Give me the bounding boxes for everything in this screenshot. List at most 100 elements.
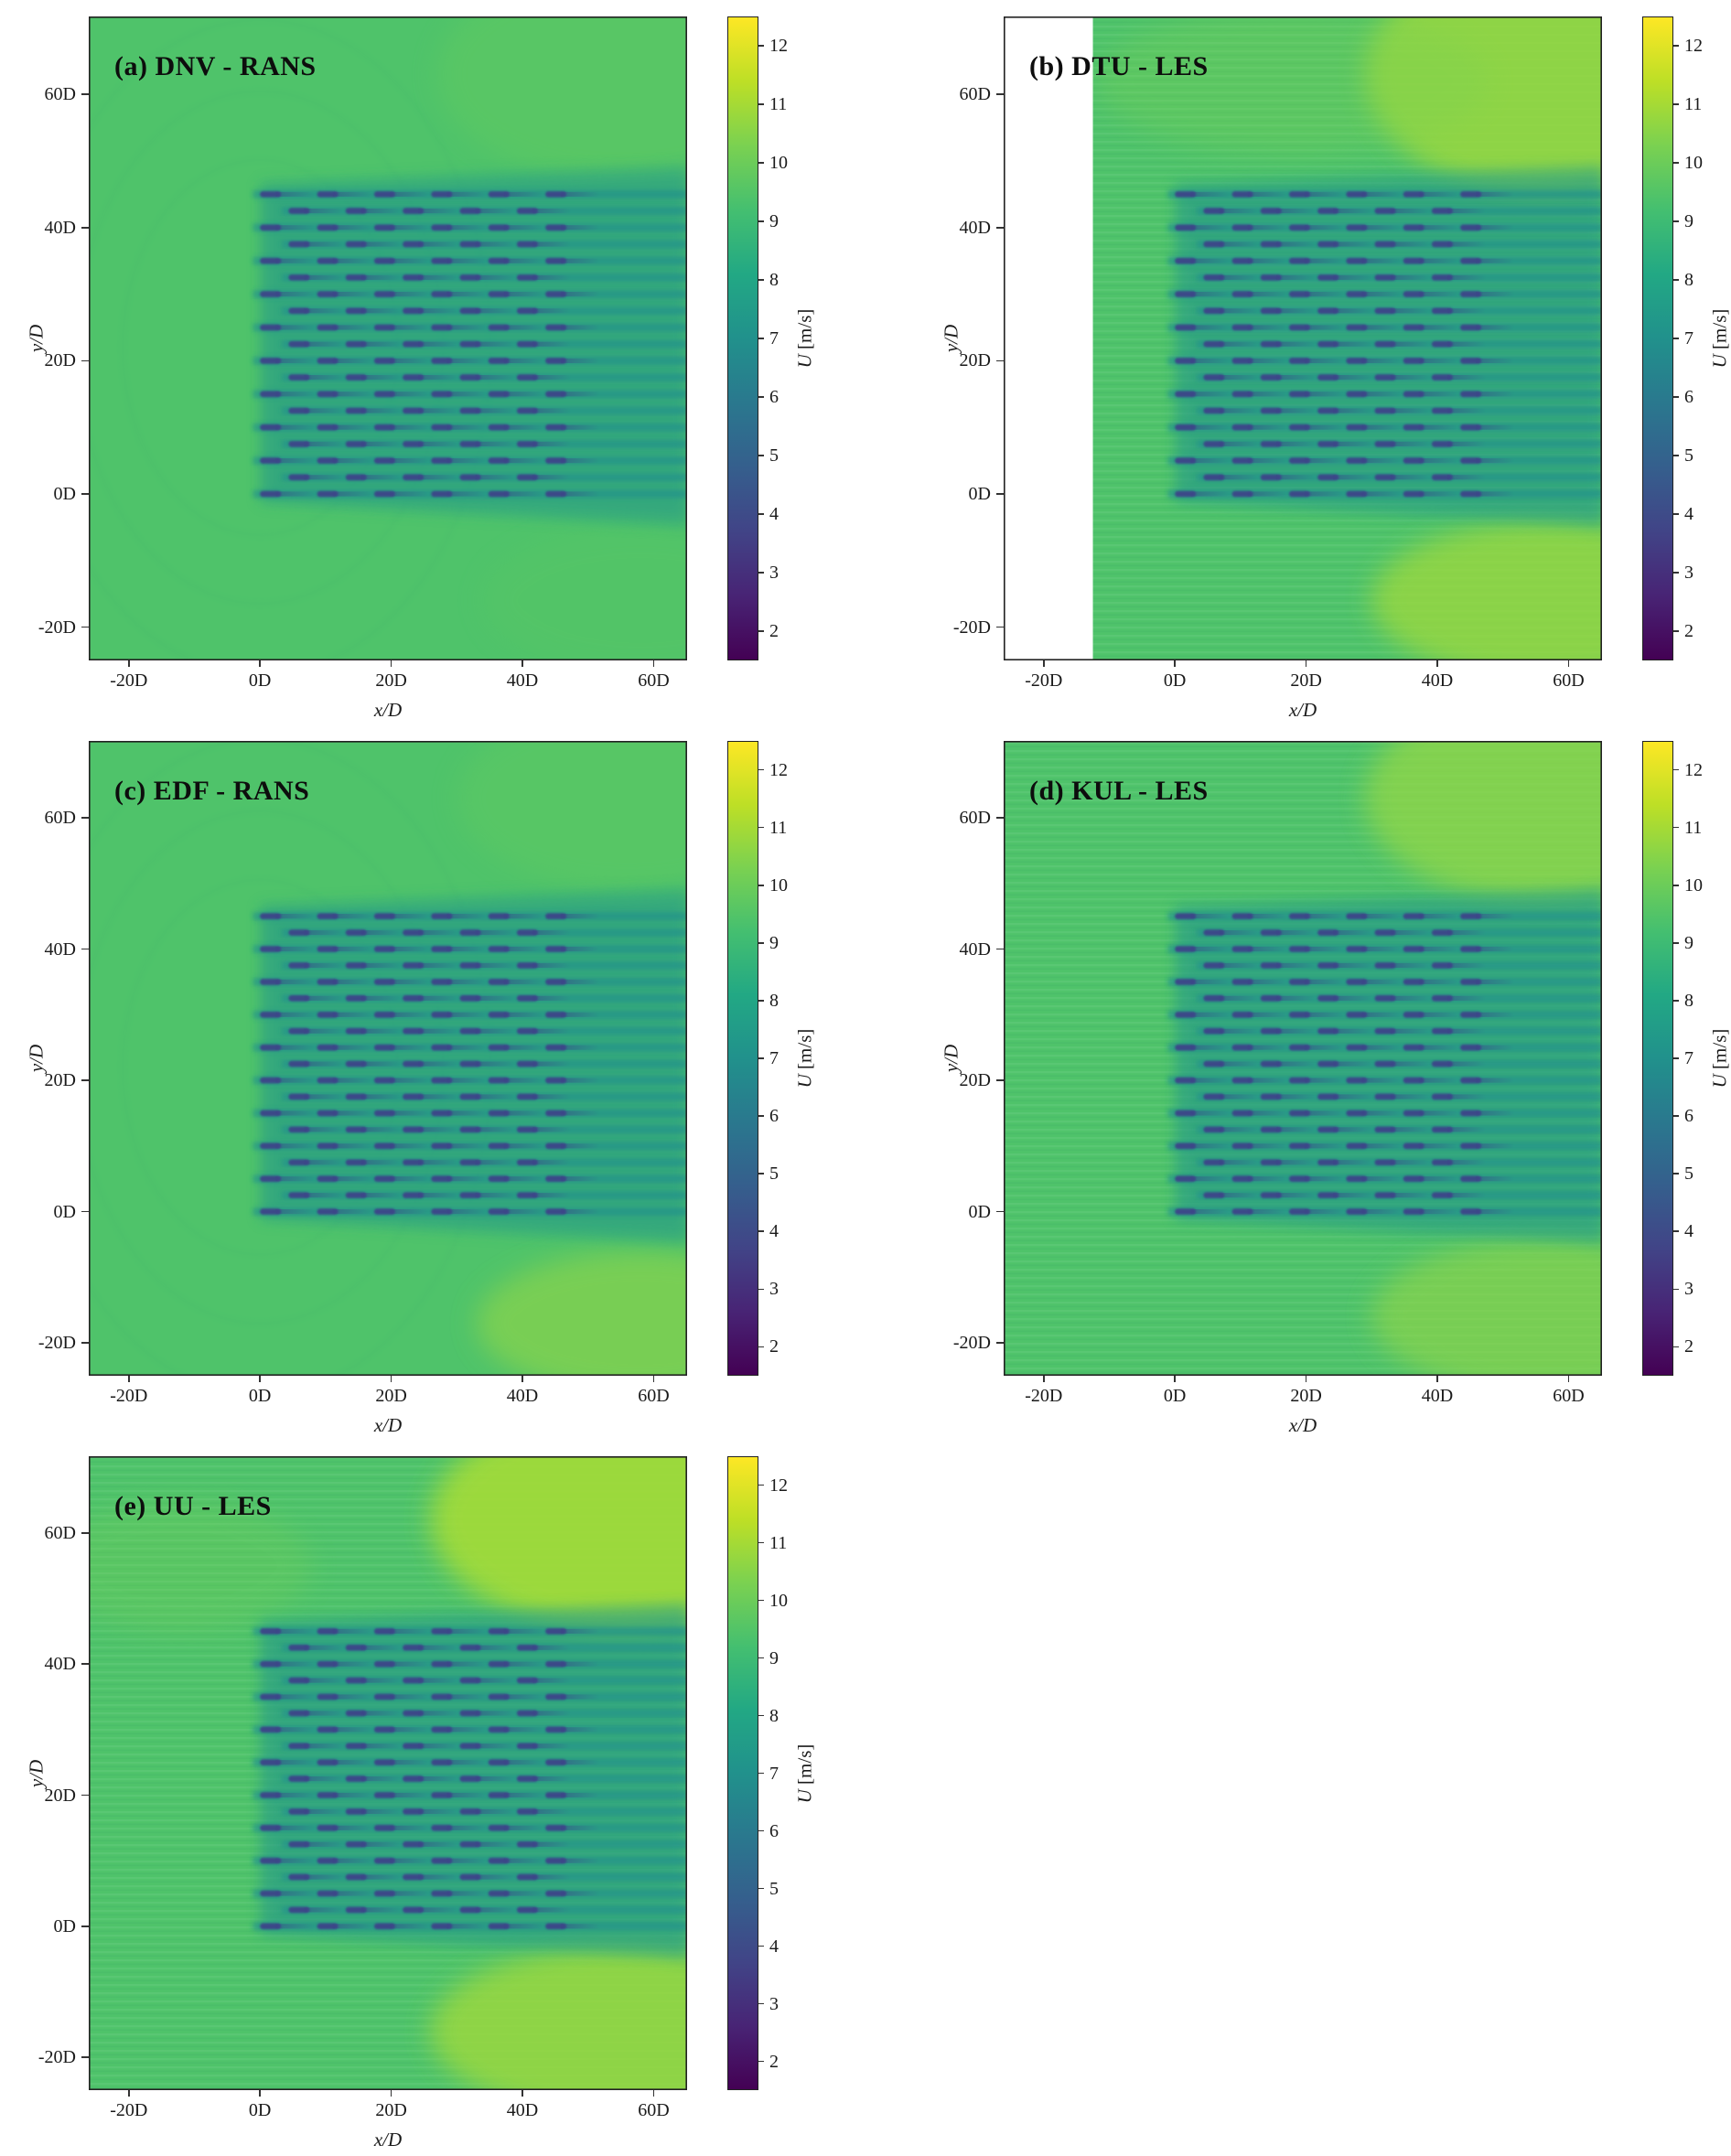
y-tick-mark [81, 2056, 89, 2058]
colorbar-tick-label: 2 [769, 2051, 779, 2072]
y-tick-mark [996, 626, 1004, 628]
plot-border [89, 16, 687, 660]
colorbar-tick-label: 9 [1684, 211, 1693, 231]
colorbar-tick-mark [1673, 768, 1679, 771]
panel-edf-rans: (c) EDF - RANS y/D x/D U [m/s] -20D 0D 20D… [26, 741, 816, 1436]
y-tick-mark [996, 493, 1004, 495]
contour-field [89, 1456, 687, 2090]
x-tick-label: 60D [1553, 1386, 1585, 1406]
colorbar-tick-mark [758, 1115, 764, 1117]
colorbar-tick-label: 2 [769, 1336, 779, 1357]
colorbar-tick-label: 4 [1684, 1221, 1693, 1242]
y-tick-label: 0D [53, 483, 76, 504]
high-speed-region [1371, 520, 1602, 660]
colorbar-tick-label: 9 [769, 932, 779, 953]
x-tick-mark [1042, 1376, 1045, 1382]
y-tick-mark [996, 1210, 1004, 1213]
x-tick-mark [1567, 660, 1570, 667]
colorbar-tick-mark [1673, 103, 1679, 105]
high-speed-region [457, 741, 687, 890]
colorbar-tick-label: 7 [1684, 328, 1693, 349]
y-tick-label: -20D [952, 1333, 991, 1354]
colorbar-symbol: U [793, 354, 816, 369]
y-tick-mark [81, 948, 89, 950]
y-tick-mark [81, 817, 89, 819]
x-tick-mark [390, 1376, 392, 1382]
colorbar-tick-mark [758, 826, 764, 829]
colorbar-tick-label: 7 [769, 1763, 779, 1784]
colorbar-tick-mark [758, 279, 764, 281]
colorbar-tick-label: 8 [769, 270, 779, 290]
x-tick-label: 0D [248, 2100, 272, 2120]
y-tick-mark [996, 359, 1004, 362]
x-tick-label: 0D [248, 1386, 272, 1406]
colorbar-tick-label: 6 [1684, 1106, 1693, 1127]
x-tick-mark [652, 660, 655, 667]
y-tick-label: 40D [44, 217, 76, 238]
contour-field [1004, 741, 1602, 1376]
contour-field [1004, 16, 1602, 660]
y-tick-label: 0D [968, 1201, 991, 1222]
colorbar-tick-mark [758, 1000, 764, 1002]
x-tick-mark [127, 660, 130, 667]
panel-dtu-les: (b) DTU - LES y/D x/D U [m/s] -20D 0D 20D 4… [941, 16, 1731, 721]
colorbar-tick-mark [758, 1173, 764, 1175]
colorbar-tick-mark [1673, 572, 1679, 574]
y-tick-mark [81, 226, 89, 229]
colorbar-tick-mark [1673, 630, 1679, 632]
colorbar-tick-mark [758, 103, 764, 105]
x-tick-label: -20D [1025, 1386, 1063, 1406]
y-tick-label: 0D [53, 1201, 76, 1222]
y-tick-label: 40D [959, 217, 991, 238]
y-tick-label: 60D [959, 807, 991, 828]
panel-uu-les: (e) UU - LES y/D x/D U [m/s] -20D 0D 20D 40… [26, 1456, 816, 2151]
colorbar-tick-mark [1673, 279, 1679, 281]
x-tick-mark [390, 660, 392, 667]
x-tick-mark [1567, 1376, 1570, 1382]
colorbar-tick-mark [1673, 826, 1679, 829]
y-tick-mark [996, 1079, 1004, 1081]
colorbar-tick-mark [1673, 45, 1679, 47]
y-tick-mark [81, 1663, 89, 1665]
colorbar-tick-label: 3 [769, 563, 779, 583]
y-tick-label: 20D [959, 1070, 991, 1091]
colorbar-tick-label: 8 [769, 990, 779, 1011]
colorbar-tick-label: 12 [769, 759, 788, 780]
x-tick-mark [521, 2090, 523, 2097]
colorbar-tick-label: 2 [769, 621, 779, 641]
colorbar [1642, 16, 1673, 660]
x-tick-label: 40D [1421, 1386, 1454, 1406]
y-tick-label: 60D [44, 1522, 76, 1543]
colorbar-tick-mark [758, 1541, 764, 1544]
turbine-wake-rows [253, 912, 687, 1217]
high-speed-region [1096, 16, 1490, 155]
y-tick-label: 20D [44, 1070, 76, 1091]
colorbar-tick-mark [758, 1230, 764, 1233]
colorbar-tick-mark [1673, 1346, 1679, 1348]
y-tick-label: 60D [44, 807, 76, 828]
colorbar-tick-label: 10 [769, 153, 788, 173]
x-tick-label: -20D [110, 670, 148, 691]
colorbar-tick-label: 7 [769, 328, 779, 349]
colorbar-tick-mark [1673, 884, 1679, 886]
colorbar-tick-mark [758, 2060, 764, 2063]
y-tick-label: 60D [44, 84, 76, 105]
colorbar-tick-mark [1673, 1230, 1679, 1233]
colorbar-tick-label: 12 [769, 36, 788, 56]
colorbar-tick-mark [758, 1887, 764, 1890]
colorbar [727, 1456, 758, 2090]
colorbar-tick-mark [1673, 162, 1679, 164]
panel-kul-les: (d) KUL - LES y/D x/D U [m/s] -20D 0D 20D 4… [941, 741, 1731, 1436]
colorbar-tick-mark [758, 1346, 764, 1348]
colorbar-tick-label: 10 [1684, 874, 1703, 896]
x-tick-mark [259, 1376, 261, 1382]
colorbar-tick-mark [758, 1599, 764, 1602]
colorbar-tick-mark [758, 338, 764, 339]
colorbar-tick-label: 4 [769, 504, 779, 524]
x-tick-label: 20D [375, 2100, 407, 2120]
colorbar-tick-label: 2 [1684, 621, 1693, 641]
colorbar-tick-mark [758, 1484, 764, 1486]
x-tick-mark [1305, 1376, 1307, 1382]
contour-field [89, 741, 687, 1376]
y-tick-label: 40D [44, 939, 76, 960]
